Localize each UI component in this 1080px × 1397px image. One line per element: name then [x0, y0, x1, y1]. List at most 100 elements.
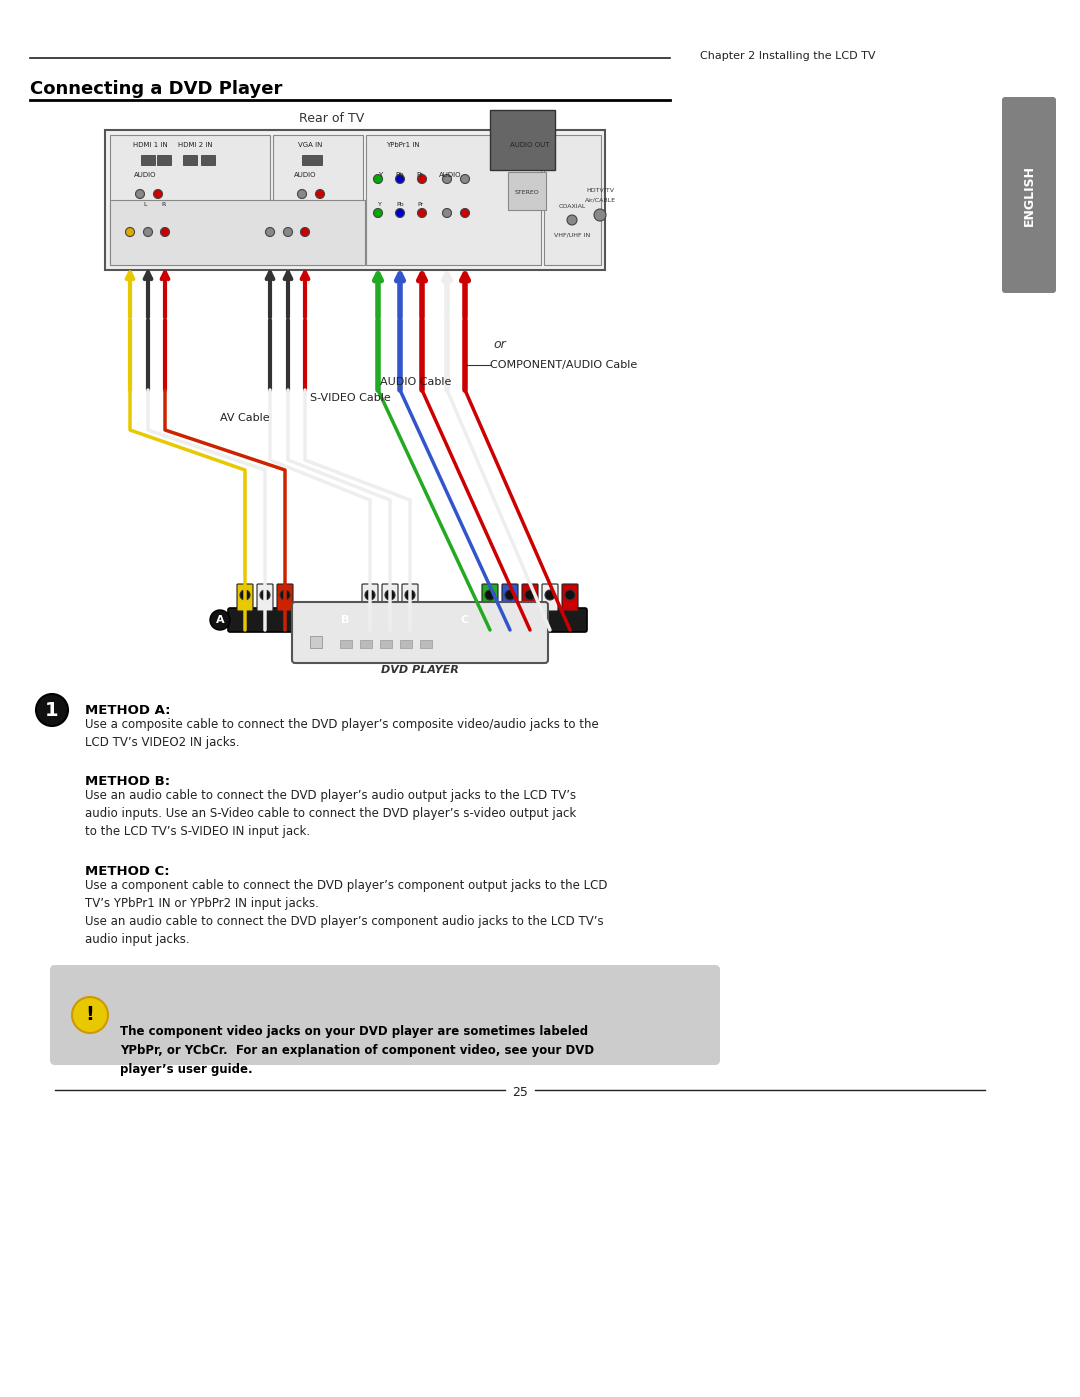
Text: !: !: [85, 1006, 94, 1024]
Circle shape: [545, 590, 555, 599]
Bar: [157, 155, 171, 165]
Text: ENGLISH: ENGLISH: [1023, 165, 1036, 225]
Bar: [273, 136, 363, 265]
Text: Use a composite cable to connect the DVD player’s composite video/audio jacks to: Use a composite cable to connect the DVD…: [85, 718, 598, 749]
FancyBboxPatch shape: [402, 584, 418, 610]
Text: 1: 1: [45, 700, 58, 719]
Bar: [340, 640, 352, 648]
Text: HDMI 2 IN: HDMI 2 IN: [178, 142, 213, 148]
Text: COMPONENT/AUDIO Cable: COMPONENT/AUDIO Cable: [490, 360, 637, 370]
Circle shape: [210, 610, 230, 630]
Bar: [302, 155, 322, 165]
Text: A: A: [216, 615, 225, 624]
Text: STEREO: STEREO: [515, 190, 539, 196]
Text: AUDIO: AUDIO: [294, 172, 316, 177]
Circle shape: [153, 190, 162, 198]
Circle shape: [135, 190, 145, 198]
Circle shape: [240, 590, 249, 599]
FancyBboxPatch shape: [292, 602, 548, 664]
Circle shape: [315, 190, 324, 198]
Text: Connecting a DVD Player: Connecting a DVD Player: [30, 80, 282, 98]
Bar: [380, 640, 392, 648]
Circle shape: [567, 215, 577, 225]
Text: AUDIO Cable: AUDIO Cable: [380, 377, 451, 387]
Text: VHF/UHF IN: VHF/UHF IN: [554, 232, 590, 237]
Text: 25: 25: [512, 1085, 528, 1099]
Text: C: C: [461, 615, 469, 624]
Text: Y: Y: [378, 172, 382, 177]
Text: VGA IN: VGA IN: [298, 142, 322, 148]
Circle shape: [418, 175, 427, 183]
FancyBboxPatch shape: [1002, 96, 1056, 293]
Text: METHOD A:: METHOD A:: [85, 704, 171, 717]
Text: The component video jacks on your DVD player are sometimes labeled
YPbPr, or YCb: The component video jacks on your DVD pl…: [120, 1025, 594, 1076]
Text: R: R: [161, 203, 165, 208]
Circle shape: [525, 590, 535, 599]
Text: Pr: Pr: [417, 203, 423, 208]
Circle shape: [565, 590, 575, 599]
Text: Use a component cable to connect the DVD player’s component output jacks to the : Use a component cable to connect the DVD…: [85, 879, 607, 946]
FancyBboxPatch shape: [502, 584, 518, 610]
Text: HDMI 1 IN: HDMI 1 IN: [133, 142, 167, 148]
Circle shape: [460, 175, 470, 183]
Text: METHOD C:: METHOD C:: [85, 865, 170, 877]
FancyBboxPatch shape: [50, 965, 720, 1065]
Bar: [400, 640, 411, 648]
Text: AV Cable: AV Cable: [220, 414, 270, 423]
Bar: [366, 136, 541, 265]
Text: or: or: [494, 338, 507, 352]
FancyBboxPatch shape: [382, 584, 399, 610]
FancyBboxPatch shape: [105, 130, 605, 270]
FancyBboxPatch shape: [353, 608, 427, 631]
Text: L: L: [144, 203, 147, 208]
Bar: [420, 640, 432, 648]
Text: B: B: [341, 615, 349, 624]
FancyBboxPatch shape: [237, 584, 253, 610]
Bar: [360, 640, 372, 648]
Text: Y: Y: [378, 203, 382, 208]
Circle shape: [365, 590, 375, 599]
Circle shape: [161, 228, 170, 236]
Circle shape: [395, 208, 405, 218]
Circle shape: [418, 208, 427, 218]
Bar: [490, 110, 555, 170]
Circle shape: [455, 610, 475, 630]
Text: HDTV/TV: HDTV/TV: [586, 187, 615, 193]
Bar: [110, 136, 270, 265]
Circle shape: [297, 190, 307, 198]
Text: Pb: Pb: [395, 172, 404, 177]
Circle shape: [374, 175, 382, 183]
Circle shape: [405, 590, 415, 599]
FancyBboxPatch shape: [542, 584, 558, 610]
Bar: [201, 155, 215, 165]
FancyBboxPatch shape: [562, 584, 578, 610]
Circle shape: [384, 590, 395, 599]
Circle shape: [505, 590, 515, 599]
Circle shape: [443, 208, 451, 218]
Circle shape: [260, 590, 270, 599]
Text: AUDIO: AUDIO: [134, 172, 157, 177]
Text: S-VIDEO Cable: S-VIDEO Cable: [310, 393, 391, 402]
Circle shape: [125, 228, 135, 236]
Bar: [183, 155, 197, 165]
FancyBboxPatch shape: [473, 608, 588, 631]
FancyBboxPatch shape: [276, 584, 293, 610]
Circle shape: [594, 210, 606, 221]
Text: YPbPr1 IN: YPbPr1 IN: [387, 142, 420, 148]
Text: COAXIAL: COAXIAL: [558, 204, 585, 210]
FancyBboxPatch shape: [228, 608, 302, 631]
Text: Pr: Pr: [417, 172, 423, 177]
Bar: [508, 172, 546, 210]
Text: DVD PLAYER: DVD PLAYER: [381, 665, 459, 675]
Text: AUDIO OUT: AUDIO OUT: [510, 142, 550, 148]
Circle shape: [283, 228, 293, 236]
FancyBboxPatch shape: [522, 584, 538, 610]
Circle shape: [266, 228, 274, 236]
Text: Chapter 2 Installing the LCD TV: Chapter 2 Installing the LCD TV: [700, 52, 876, 61]
Circle shape: [300, 228, 310, 236]
Circle shape: [460, 208, 470, 218]
FancyBboxPatch shape: [257, 584, 273, 610]
Circle shape: [36, 694, 68, 726]
FancyBboxPatch shape: [362, 584, 378, 610]
Bar: [310, 636, 322, 648]
